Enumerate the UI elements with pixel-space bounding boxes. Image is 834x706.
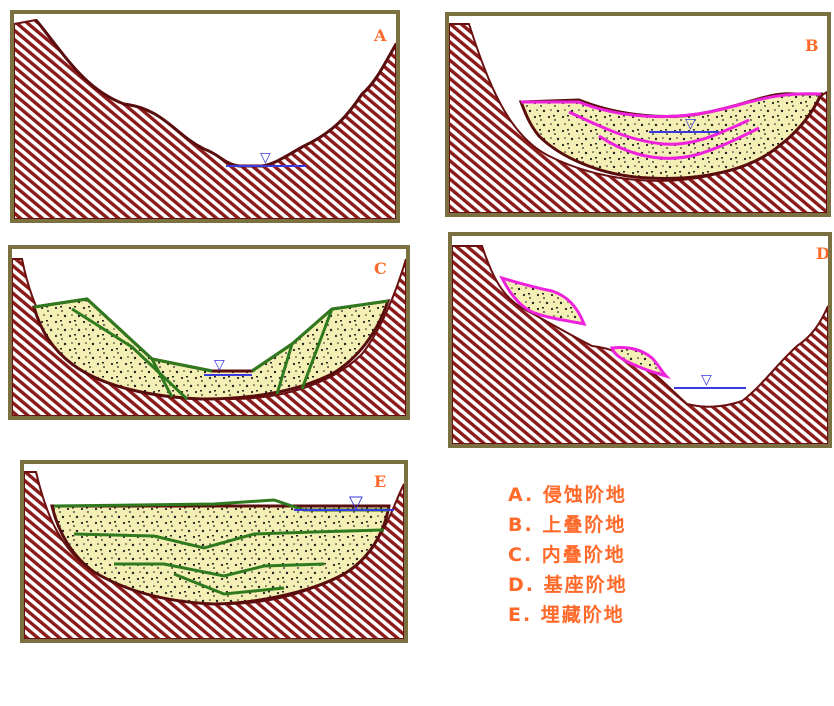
- buried-terrace-line-1: [73, 528, 385, 550]
- lower-sediment: [609, 346, 672, 380]
- bedrock: [14, 18, 396, 219]
- valley-profile: [34, 19, 396, 168]
- buried-terrace-line-2: [114, 562, 325, 578]
- water-level-symbol: ▽: [349, 492, 363, 513]
- panel-c-label: C: [374, 259, 387, 278]
- lower-terrace-line: [598, 126, 760, 160]
- panel-c-nested-terrace: ▽ C: [8, 245, 410, 420]
- terrace-type-legend: A. 侵蚀阶地 B. 上叠阶地 C. 内叠阶地 D. 基座阶地 E. 埋藏阶地: [508, 480, 628, 630]
- panel-b-fill-in-fill-terrace: ▽ B: [445, 12, 831, 217]
- legend-item-c: C. 内叠阶地: [508, 544, 626, 566]
- outer-terrace-line: [33, 297, 213, 373]
- water-level-symbol: ▽: [685, 116, 696, 132]
- outer-terrace-line-right: [251, 299, 389, 373]
- panel-a-erosional-terrace: ▽ A: [10, 10, 400, 223]
- panel-b-cross-section: [449, 23, 827, 213]
- legend-item-e: E. 埋藏阶地: [508, 604, 625, 626]
- bedrock: [452, 245, 828, 444]
- panel-d-bedrock-seated-terrace: ▽ D: [448, 232, 832, 448]
- legend-item-a: A. 侵蚀阶地: [508, 484, 627, 506]
- panel-e-label: E: [374, 472, 387, 491]
- water-level-symbol: ▽: [701, 372, 712, 388]
- sediment-fill: [50, 504, 391, 606]
- blank-area: [0, 648, 834, 706]
- buried-terrace-line-3: [173, 572, 285, 596]
- panel-c-cross-section: [12, 258, 406, 416]
- panel-a-cross-section: [14, 18, 396, 219]
- panel-e-buried-terrace: ▽ E: [20, 460, 408, 643]
- legend-item-b: B. 上叠阶地: [508, 514, 627, 536]
- legend-item-d: D. 基座阶地: [508, 574, 628, 596]
- inner-terrace-line: [568, 110, 750, 146]
- water-level-symbol: ▽: [260, 150, 271, 166]
- panel-d-cross-section: [452, 245, 828, 444]
- panel-a-label: A: [374, 26, 387, 45]
- panel-e-cross-section: [24, 471, 404, 639]
- panel-d-label: D: [816, 244, 830, 263]
- upper-sediment: [499, 275, 587, 327]
- water-level-symbol: ▽: [214, 357, 225, 373]
- upper-terrace-line: [521, 92, 822, 119]
- inner-terrace-divider: [71, 307, 334, 401]
- panel-b-label: B: [805, 36, 819, 55]
- sediment-fill: [32, 297, 391, 401]
